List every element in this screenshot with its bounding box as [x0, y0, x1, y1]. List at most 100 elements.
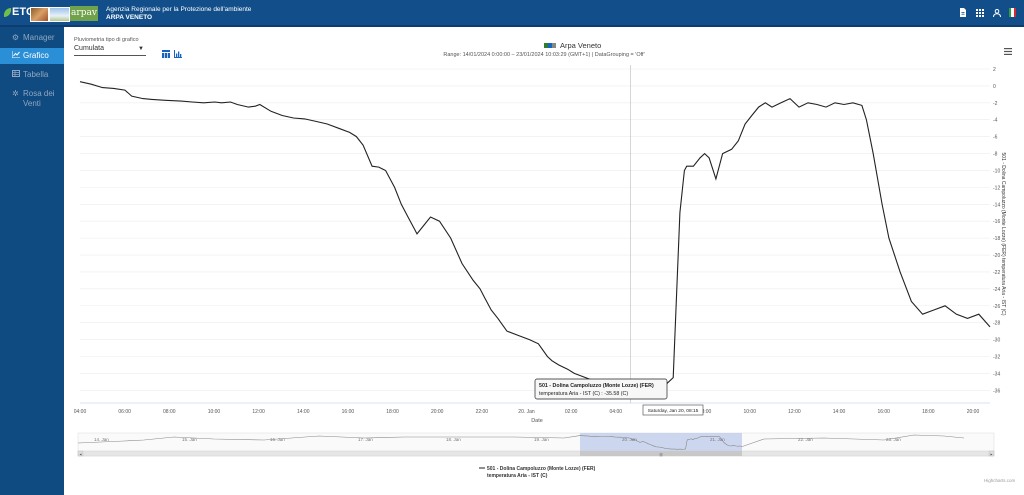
navigator-mask[interactable]	[580, 433, 742, 456]
x-tick-label: 12:00	[252, 409, 265, 415]
chevron-down-icon: ▼	[138, 46, 144, 52]
sidebar-item-tabella[interactable]: Tabella	[0, 68, 64, 82]
document-icon[interactable]	[958, 8, 967, 17]
navigator-label: 17. Jan	[358, 437, 373, 442]
y-tick-label: -36	[993, 388, 1000, 394]
sidebar-item-label: Rosa dei Venti	[23, 89, 55, 108]
chart-icon	[11, 51, 20, 61]
series-line[interactable]	[79, 81, 991, 388]
chart-type-select[interactable]: Cumulata ▼	[74, 45, 146, 56]
y-tick-label: -14	[993, 202, 1000, 208]
org-line-1: Agenzia Regionale per la Protezione dell…	[106, 6, 252, 13]
chart-menu-button[interactable]	[1004, 42, 1012, 55]
y-tick-label: 0	[993, 84, 996, 90]
header-photo-2	[49, 7, 70, 22]
sidebar-item-grafico[interactable]: Grafico	[0, 48, 64, 64]
chart-type-label: Pluviometria tipo di grafico	[74, 37, 139, 43]
top-bar: ETG arpav Agenzia Regionale per la Prote…	[0, 0, 1024, 27]
etg-logo-text: ETG	[12, 6, 35, 18]
sidebar-item-label: Manager	[23, 33, 55, 42]
chart-type-value: Cumulata	[74, 45, 104, 52]
tooltip-line-2: temperatura Aria - IST (C) : -35.58 (C)	[539, 391, 628, 397]
scroll-right-button[interactable]	[988, 450, 995, 457]
legend-line-1: 501 - Dolina Campoluzzo (Monte Lozze) (F…	[487, 466, 596, 472]
y-tick-label: -12	[993, 185, 1000, 191]
y-tick-label: 2	[993, 67, 996, 73]
x-tick-label: 08:00	[699, 409, 712, 415]
y-tick-label: -30	[993, 338, 1000, 344]
x-tick-label: 06:00	[118, 409, 131, 415]
x-crosshair-label: Saturday, Jan 20, 08:15	[642, 404, 704, 416]
y-tick-label: -24	[993, 287, 1000, 293]
navigator-scrollbar-thumb[interactable]	[580, 451, 742, 456]
header-photo-1	[30, 7, 49, 22]
highcharts-credit[interactable]: Highcharts.com	[984, 478, 1016, 483]
x-axis-title: Date	[531, 418, 543, 424]
navigator-scrollbar[interactable]	[77, 450, 995, 457]
navigator-label: 20. Jan	[622, 437, 637, 442]
top-icons	[958, 8, 1016, 17]
x-tick-label: 10:00	[743, 409, 756, 415]
legend-line-2: temperatura Aria - IST (C)	[487, 473, 548, 479]
scrollbar-grip-icon: |||	[659, 451, 662, 456]
y-tick-label: -4	[993, 118, 998, 124]
y-tick-label: -28	[993, 321, 1000, 327]
x-tick-label: 04:00	[610, 409, 623, 415]
navigator[interactable]: 14. Jan 15. Jan 16. Jan 17. Jan 18. Jan 19. J…	[77, 432, 995, 457]
x-tick-label: 18:00	[386, 409, 399, 415]
navigator-label: 22. Jan	[798, 437, 813, 442]
scroll-left-button[interactable]	[77, 450, 84, 457]
y-tick-label: -18	[993, 236, 1000, 242]
navigator-label: 21. Jan	[710, 437, 725, 442]
org-name: Agenzia Regionale per la Protezione dell…	[106, 6, 251, 22]
wind-rose-icon: ✲	[12, 89, 19, 98]
x-tick-label: 20. Jan	[518, 409, 535, 415]
x-tick-label: 02:00	[565, 409, 578, 415]
y-tick-label: -32	[993, 354, 1000, 360]
navigator-label: 19. Jan	[534, 437, 549, 442]
table-view-button[interactable]	[162, 45, 170, 58]
chart-title-text: Arpa Veneto	[560, 41, 602, 50]
x-tick-label: 20:00	[431, 409, 444, 415]
table-icon	[11, 70, 20, 80]
arpav-logo[interactable]: arpav	[70, 6, 98, 21]
leaf-icon	[4, 7, 11, 17]
temperature-chart[interactable]: 2 0 -2 -4 -6 -8 -10 -12 -14 -16 -18 -20 -22 -24 -26 -28…	[64, 27, 1024, 495]
etg-logo[interactable]: ETG	[4, 6, 35, 18]
x-tick-label: 16:00	[342, 409, 355, 415]
chart-subtitle: Range: 14/01/2024 0:00:00 – 23/01/2024 1…	[443, 52, 645, 58]
x-tick-label: 10:00	[208, 409, 221, 415]
org-line-2: ARPA VENETO	[106, 14, 153, 21]
apps-grid-icon[interactable]	[975, 8, 984, 17]
x-axis-ticks: 04:00 06:00 08:00 10:00 12:00 14:00 16:00 18:00…	[74, 409, 980, 415]
x-tick-label: 18:00	[922, 409, 935, 415]
arpa-veneto-logo	[544, 43, 556, 48]
x-tick-label: 04:00	[74, 409, 87, 415]
navigator-label: 18. Jan	[446, 437, 461, 442]
sidebar: ⚙ Manager Grafico Tabella ✲ Rosa dei Ven…	[0, 27, 64, 495]
gear-icon: ⚙	[11, 33, 20, 42]
x-tick-label: 16:00	[877, 409, 890, 415]
main-panel: Pluviometria tipo di grafico Cumulata ▼ …	[64, 27, 1024, 495]
sidebar-item-manager[interactable]: ⚙ Manager	[0, 31, 64, 45]
crosshair-label-text: Saturday, Jan 20, 08:15	[648, 408, 699, 414]
sidebar-item-rosa-dei-venti[interactable]: ✲ Rosa dei Venti	[0, 87, 64, 111]
y-axis-ticks: 2 0 -2 -4 -6 -8 -10 -12 -14 -16 -18 -20 -22 -24 -26 -28…	[993, 67, 1000, 394]
y-tick-label: -6	[993, 135, 998, 141]
arrow-right-icon: ▸	[990, 451, 992, 456]
italian-flag-icon[interactable]	[1009, 8, 1016, 17]
y-tick-label: -2	[993, 101, 998, 107]
chart-title: Arpa Veneto	[544, 41, 601, 50]
navigator-labels: 14. Jan 15. Jan 16. Jan 17. Jan 18. Jan 19. J…	[94, 437, 901, 442]
arrow-left-icon: ◂	[79, 451, 81, 456]
navigator-label: 23. Jan	[886, 437, 901, 442]
x-tick-label: 14:00	[297, 409, 310, 415]
tooltip-line-1: 501 - Dolina Campoluzzo (Monte Lozze) (F…	[539, 383, 654, 389]
sidebar-item-label: Grafico	[23, 51, 49, 60]
chart-view-button[interactable]	[174, 45, 182, 58]
y-tick-label: -20	[993, 253, 1000, 259]
legend[interactable]: 501 - Dolina Campoluzzo (Monte Lozze) (F…	[479, 466, 596, 479]
user-icon[interactable]	[992, 8, 1001, 17]
tooltip: 501 - Dolina Campoluzzo (Monte Lozze) (F…	[534, 378, 668, 400]
sidebar-item-label: Tabella	[23, 70, 49, 79]
